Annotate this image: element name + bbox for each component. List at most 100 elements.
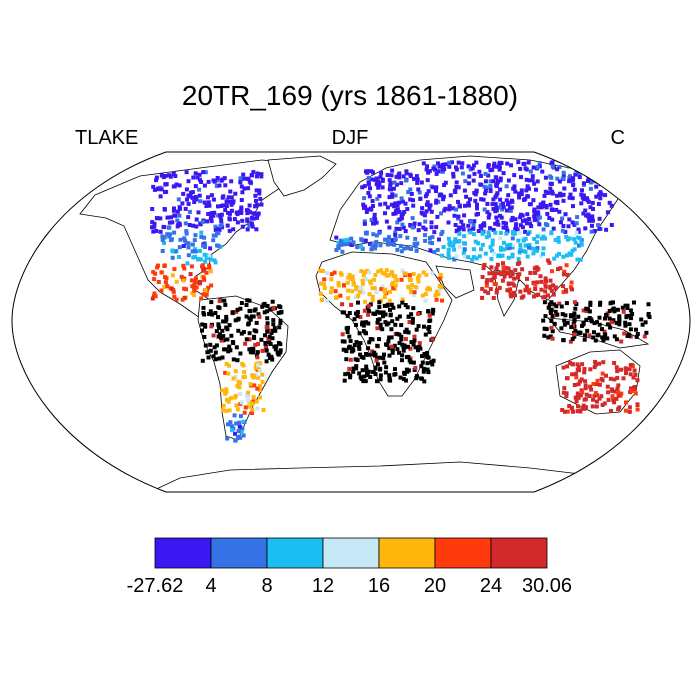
grid-cell — [490, 271, 495, 276]
grid-cell — [508, 242, 513, 247]
grid-cell — [184, 241, 189, 245]
grid-cell — [371, 370, 375, 374]
grid-cell — [617, 318, 622, 323]
grid-cell — [557, 301, 562, 306]
grid-cell — [462, 234, 467, 239]
grid-cell — [436, 169, 441, 174]
grid-cell — [253, 342, 258, 347]
grid-cell — [600, 371, 605, 376]
grid-cell — [570, 248, 575, 253]
grid-cell — [258, 361, 263, 366]
grid-cell — [581, 197, 586, 202]
grid-cell — [215, 176, 220, 180]
grid-cell — [156, 280, 161, 284]
grid-cell — [610, 394, 615, 399]
grid-cell — [387, 298, 392, 303]
grid-cell — [245, 298, 250, 303]
grid-cell — [364, 364, 369, 369]
grid-cell — [257, 188, 262, 193]
grid-cell — [421, 270, 426, 275]
grid-cell — [591, 397, 596, 402]
grid-cell — [603, 332, 608, 337]
grid-cell — [191, 255, 196, 260]
grid-cell — [373, 217, 378, 222]
grid-cell — [617, 405, 622, 410]
grid-cell — [585, 198, 590, 203]
grid-cell — [172, 213, 177, 218]
grid-cell — [542, 333, 547, 338]
grid-cell — [561, 192, 566, 197]
grid-cell — [220, 388, 225, 393]
grid-cell — [593, 391, 598, 395]
grid-cell — [551, 283, 556, 288]
grid-cell — [325, 299, 330, 303]
grid-cell — [230, 310, 235, 315]
grid-cell — [334, 235, 339, 240]
grid-cell — [178, 206, 182, 211]
grid-cell — [551, 292, 556, 297]
grid-cell — [564, 394, 569, 398]
grid-cell — [236, 328, 241, 333]
grid-cell — [170, 273, 175, 278]
grid-cell — [213, 233, 218, 238]
grid-cell — [262, 310, 267, 315]
grid-cell — [222, 347, 227, 352]
grid-cell — [185, 197, 189, 202]
grid-cell — [226, 349, 231, 354]
grid-cell — [594, 175, 599, 179]
grid-cell — [573, 306, 578, 311]
grid-cell — [369, 206, 374, 211]
grid-cell — [187, 209, 192, 214]
grid-cell — [504, 231, 509, 236]
grid-cell — [357, 346, 362, 351]
grid-cell — [581, 403, 586, 408]
grid-cell — [554, 304, 559, 309]
grid-cell — [184, 170, 189, 175]
grid-cell — [347, 366, 352, 371]
grid-cell — [512, 290, 516, 295]
grid-cell — [434, 185, 439, 190]
grid-cell — [437, 237, 441, 242]
grid-cell — [591, 335, 596, 340]
grid-cell — [588, 302, 593, 307]
grid-cell — [520, 225, 525, 230]
grid-cell — [543, 222, 548, 227]
grid-cell — [229, 195, 234, 200]
grid-cell — [349, 349, 354, 354]
grid-cell — [531, 294, 536, 299]
grid-cell — [510, 245, 515, 250]
grid-cell — [168, 238, 173, 243]
grid-cell — [400, 342, 405, 347]
grid-cell — [357, 285, 362, 290]
grid-cell — [180, 201, 185, 206]
grid-cell — [413, 285, 418, 289]
grid-cell — [481, 266, 486, 271]
grid-cell — [266, 352, 271, 357]
grid-cell — [267, 334, 272, 339]
grid-cell — [488, 245, 493, 250]
grid-cell — [411, 342, 416, 347]
grid-cell — [251, 395, 256, 399]
grid-cell — [387, 225, 392, 230]
grid-cell — [376, 362, 380, 367]
grid-cell — [212, 345, 217, 350]
grid-cell — [380, 185, 385, 190]
grid-cell — [597, 192, 602, 197]
grid-cell — [221, 194, 226, 199]
grid-cell — [256, 211, 261, 216]
grid-cell — [238, 306, 243, 311]
grid-cell — [475, 202, 479, 207]
grid-cell — [431, 185, 436, 190]
grid-cell — [634, 334, 639, 339]
grid-cell — [231, 227, 236, 232]
grid-cell — [247, 203, 252, 208]
colorbar-tick-label: 30.06 — [521, 575, 573, 597]
grid-cell — [425, 164, 430, 169]
grid-cell — [548, 285, 553, 290]
grid-cell — [371, 232, 376, 237]
grid-cell — [352, 317, 357, 322]
grid-cell — [442, 162, 446, 167]
grid-cell — [341, 347, 346, 352]
grid-cell — [160, 249, 165, 253]
grid-cell — [550, 314, 555, 318]
